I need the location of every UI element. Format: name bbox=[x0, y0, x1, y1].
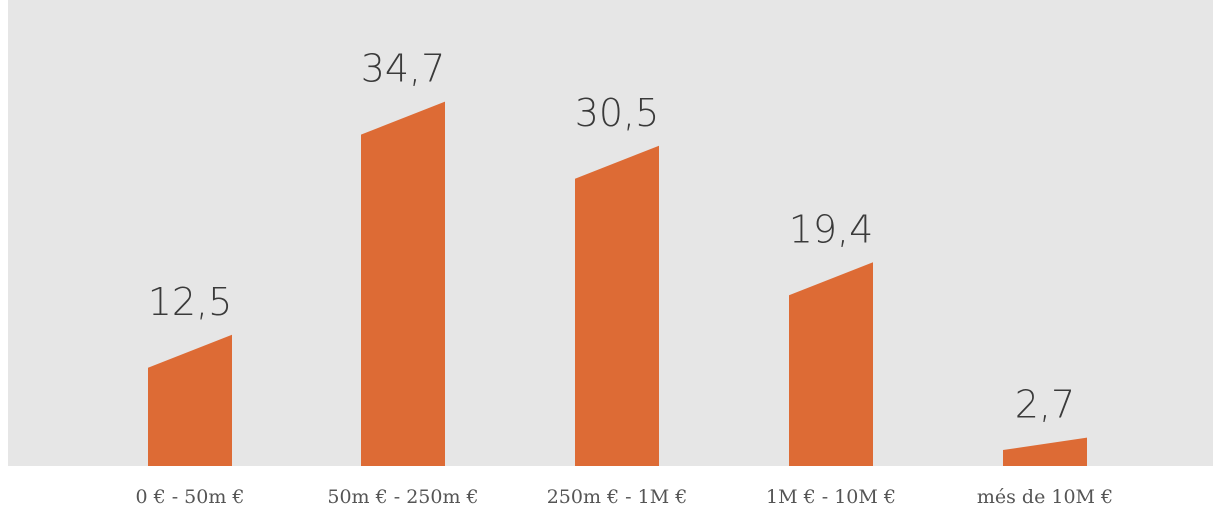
value-label-3: 30,5 bbox=[575, 91, 660, 135]
value-label-5: 2,7 bbox=[1015, 383, 1075, 427]
bar-3 bbox=[575, 145, 659, 466]
category-label-1: 0 € - 50m € bbox=[135, 486, 244, 508]
value-label-4: 19,4 bbox=[789, 207, 874, 251]
value-label-1: 12,5 bbox=[148, 280, 233, 324]
category-label-5: més de 10M € bbox=[977, 486, 1113, 508]
category-labels-group: 0 € - 50m € 50m € - 250m € 250m € - 1M € 1M… bbox=[135, 486, 1113, 508]
category-label-4: 1M € - 10M € bbox=[766, 486, 896, 508]
value-labels-group: 12,5 34,7 30,5 19,4 2,7 bbox=[148, 47, 1076, 427]
bar-5 bbox=[1003, 437, 1087, 466]
category-label-2: 50m € - 250m € bbox=[327, 486, 478, 508]
category-label-3: 250m € - 1M € bbox=[547, 486, 688, 508]
bar-4 bbox=[789, 262, 873, 466]
value-label-2: 34,7 bbox=[361, 47, 446, 91]
bar-1 bbox=[148, 334, 232, 466]
bar-2 bbox=[361, 101, 445, 467]
bars-group bbox=[148, 101, 1087, 467]
